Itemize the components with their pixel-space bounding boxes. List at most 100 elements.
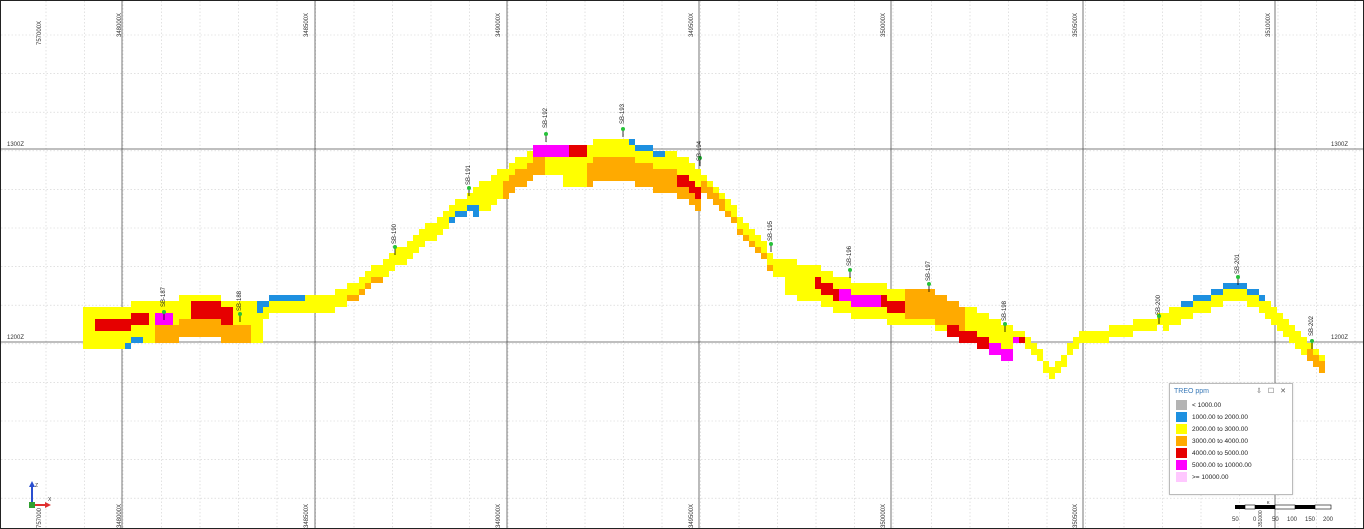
- block-cell: [779, 271, 785, 277]
- block-cell: [293, 301, 299, 307]
- easting-label-bottom: 757000: [37, 507, 43, 528]
- block-cell: [569, 163, 575, 169]
- block-cell: [1103, 331, 1109, 337]
- drillhole-label[interactable]: SB-194: [697, 140, 703, 161]
- legend-item[interactable]: 3000.00 to 4000.00: [1176, 436, 1248, 446]
- block-cell: [809, 283, 815, 289]
- block-cell: [587, 151, 593, 157]
- block-cell: [1007, 343, 1013, 349]
- block-cell: [1169, 307, 1175, 313]
- block-cell: [623, 175, 629, 181]
- block-cell: [647, 145, 653, 151]
- legend-window-controls[interactable]: ⇩ ☐ ✕: [1256, 388, 1288, 395]
- block-cell: [605, 169, 611, 175]
- block-cell: [695, 199, 701, 205]
- block-cell: [113, 313, 119, 319]
- drillhole-label[interactable]: SB-190: [392, 223, 398, 244]
- block-cell: [1301, 343, 1307, 349]
- block-cell: [449, 205, 455, 211]
- drillhole-collar: [1236, 275, 1240, 279]
- easting-label-top: 349000X: [496, 12, 502, 37]
- drillhole-label[interactable]: SB-196: [847, 245, 853, 266]
- block-cell: [1019, 331, 1025, 337]
- legend-item[interactable]: 2000.00 to 3000.00: [1176, 424, 1248, 434]
- block-cell: [263, 307, 269, 313]
- drillhole-label[interactable]: SB-200: [1156, 294, 1162, 315]
- drillhole-label[interactable]: SB-195: [768, 220, 774, 241]
- drillhole-label[interactable]: SB-197: [926, 260, 932, 281]
- block-cell: [107, 307, 113, 313]
- block-cell: [641, 169, 647, 175]
- block-cell: [365, 277, 371, 283]
- block-cell: [431, 223, 437, 229]
- block-cell: [167, 331, 173, 337]
- block-cell: [227, 325, 233, 331]
- drillhole-label[interactable]: SB-198: [1002, 300, 1008, 321]
- legend-item[interactable]: >= 10000.00: [1176, 472, 1229, 482]
- block-cell: [839, 295, 845, 301]
- block-cell: [923, 307, 929, 313]
- block-cell: [587, 145, 593, 151]
- block-cell: [941, 319, 947, 325]
- block-cell: [1127, 325, 1133, 331]
- block-cell: [173, 319, 179, 325]
- legend-item[interactable]: 1000.00 to 2000.00: [1176, 412, 1248, 422]
- block-cell: [539, 151, 545, 157]
- block-cell: [209, 307, 215, 313]
- block-cell: [95, 337, 101, 343]
- block-cell: [581, 163, 587, 169]
- block-cell: [833, 301, 839, 307]
- block-cell: [137, 301, 143, 307]
- block-cell: [1121, 325, 1127, 331]
- block-cell: [533, 163, 539, 169]
- drillhole-label[interactable]: SB-188: [237, 290, 243, 311]
- block-cell: [491, 193, 497, 199]
- block-cell: [1055, 361, 1061, 367]
- block-cell: [653, 181, 659, 187]
- block-cell: [677, 193, 683, 199]
- block-cell: [125, 319, 131, 325]
- block-cell: [617, 157, 623, 163]
- legend-item[interactable]: 5000.00 to 10000.00: [1176, 460, 1252, 470]
- drillhole-label[interactable]: SB-191: [466, 164, 472, 185]
- block-cell: [893, 313, 899, 319]
- block-cell: [1319, 355, 1325, 361]
- block-cell: [551, 151, 557, 157]
- legend-item[interactable]: < 1000.00: [1176, 400, 1221, 410]
- block-cell: [995, 337, 1001, 343]
- axis-z-label: Z: [35, 483, 38, 489]
- easting-label-top: 348000X: [117, 12, 123, 37]
- block-cell: [1313, 361, 1319, 367]
- block-cell: [899, 295, 905, 301]
- block-cell: [107, 343, 113, 349]
- drillhole-label[interactable]: SB-193: [620, 103, 626, 124]
- block-cell: [491, 199, 497, 205]
- block-cell: [383, 265, 389, 271]
- block-cell: [1229, 283, 1235, 289]
- block-cell: [497, 193, 503, 199]
- block-cell: [677, 169, 683, 175]
- block-cell: [743, 235, 749, 241]
- block-cell: [467, 193, 473, 199]
- drillhole-label[interactable]: SB-187: [161, 286, 167, 307]
- block-cell: [569, 169, 575, 175]
- block-cell: [815, 289, 821, 295]
- drillhole-label[interactable]: SB-202: [1309, 315, 1315, 336]
- block-cell: [443, 211, 449, 217]
- block-cell: [149, 313, 155, 319]
- block-cell: [1127, 331, 1133, 337]
- block-cell: [197, 319, 203, 325]
- treo-legend-panel[interactable]: TREO ppm ⇩ ☐ ✕ < 1000.00 1000.00 to 2000.…: [1169, 383, 1293, 495]
- legend-item[interactable]: 4000.00 to 5000.00: [1176, 448, 1248, 458]
- block-cell: [1097, 331, 1103, 337]
- block-cell: [1223, 289, 1229, 295]
- drillhole-label[interactable]: SB-192: [543, 107, 549, 128]
- block-cell: [245, 331, 251, 337]
- drillhole-label[interactable]: SB-201: [1235, 253, 1241, 274]
- block-cell: [869, 289, 875, 295]
- block-cell: [119, 343, 125, 349]
- block-cell: [755, 241, 761, 247]
- block-cell: [749, 241, 755, 247]
